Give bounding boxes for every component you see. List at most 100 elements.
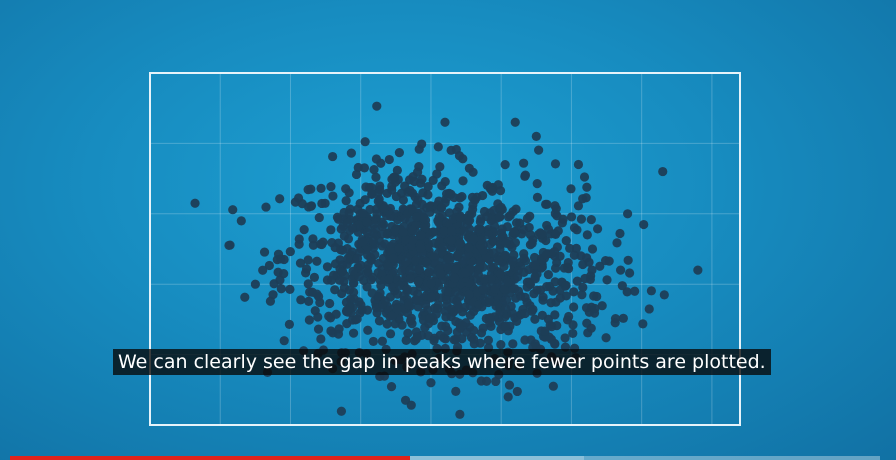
scatter-point	[329, 270, 339, 280]
scatter-point	[402, 284, 412, 294]
scatter-point	[455, 238, 466, 249]
scatter-point	[453, 304, 464, 314]
scatter-point	[276, 284, 286, 294]
scatter-point	[343, 253, 353, 264]
scatter-point	[408, 235, 418, 246]
scatter-point	[401, 256, 411, 267]
scatter-point	[531, 131, 541, 141]
scatter-point	[392, 304, 402, 314]
scatter-point	[458, 321, 468, 331]
scatter-point	[359, 163, 370, 173]
scatter-point	[394, 148, 404, 158]
scatter-point	[407, 188, 418, 198]
scatter-point	[520, 292, 530, 303]
scatter-point	[465, 215, 475, 225]
scatter-point	[482, 212, 492, 222]
scatter-point	[405, 274, 416, 284]
scatter-point	[365, 204, 375, 215]
scatter-point	[469, 325, 479, 336]
scatter-point	[465, 310, 476, 320]
scatter-point	[550, 263, 561, 273]
scatter-point	[374, 258, 384, 268]
scatter-point	[269, 279, 279, 289]
scatter-point	[312, 256, 322, 266]
scatter-point	[601, 333, 611, 343]
scatter-point	[546, 298, 556, 308]
scatter-point	[304, 296, 314, 306]
scatter-point	[228, 205, 238, 215]
scatter-point	[550, 277, 560, 287]
scatter-point	[475, 224, 485, 234]
scatter-point	[296, 295, 306, 305]
scatter-point	[602, 275, 612, 285]
scatter-point	[464, 243, 474, 253]
scatter-point	[550, 159, 561, 169]
scatter-point	[581, 193, 591, 203]
scatter-point	[435, 269, 446, 279]
scatter-point	[420, 323, 430, 333]
scatter-point	[362, 217, 372, 227]
scatter-point	[503, 392, 513, 402]
scatter-point	[572, 276, 582, 286]
scatter-point	[299, 225, 309, 235]
scatter-point	[424, 267, 434, 277]
scatter-point	[240, 292, 250, 302]
scatter-point	[380, 296, 391, 306]
scatter-point	[420, 223, 430, 233]
scatter-point	[224, 240, 234, 251]
scatter-point	[390, 319, 400, 329]
scatter-point	[316, 183, 326, 193]
scatter-point	[623, 255, 633, 265]
scatter-point	[368, 336, 378, 347]
scatter-point	[373, 196, 383, 206]
scatter-point	[384, 154, 394, 165]
scatter-point	[443, 262, 453, 272]
scatter-point	[322, 262, 333, 272]
scatter-point	[425, 313, 435, 323]
scatter-point	[384, 274, 394, 284]
scatter-point	[545, 320, 555, 330]
scatter-point	[434, 212, 444, 222]
scatter-point	[509, 227, 519, 237]
scatter-point	[573, 201, 584, 211]
scatter-point	[334, 324, 344, 334]
scatter-point	[496, 340, 506, 350]
scatter-point	[638, 319, 648, 329]
scatter-point	[563, 257, 573, 268]
scatter-point	[357, 208, 368, 218]
scatter-point	[388, 253, 399, 263]
scatter-point	[308, 234, 318, 244]
scatter-point	[487, 186, 497, 196]
scatter-point	[478, 284, 489, 295]
scatter-point	[505, 210, 515, 221]
scatter-point	[354, 272, 364, 282]
scatter-point	[446, 304, 456, 314]
scatter-point	[413, 276, 423, 287]
scatter-point	[392, 165, 402, 175]
scatter-point	[369, 219, 379, 230]
scatter-point	[407, 225, 418, 235]
scatter-point	[367, 288, 377, 298]
scatter-point	[693, 265, 703, 275]
scatter-point	[435, 162, 445, 172]
scatter-point	[416, 230, 426, 241]
scatter-point	[366, 275, 376, 285]
scatter-point	[313, 324, 324, 334]
scatter-point	[326, 182, 336, 192]
video-progress-bar[interactable]	[10, 456, 880, 460]
scatter-point	[494, 212, 505, 222]
scatter-point	[511, 204, 521, 214]
scatter-point	[362, 228, 372, 238]
scatter-point	[303, 185, 313, 195]
scatter-point	[426, 278, 436, 289]
scatter-point	[261, 202, 271, 212]
scatter-point	[363, 325, 373, 335]
scatter-point	[337, 245, 348, 255]
scatter-point	[548, 381, 558, 391]
scatter-point	[646, 286, 656, 296]
scatter-point	[658, 166, 668, 177]
scatter-point	[524, 222, 534, 233]
scatter-point	[325, 298, 335, 309]
scatter-point	[486, 263, 496, 273]
scatter-point	[406, 400, 416, 410]
